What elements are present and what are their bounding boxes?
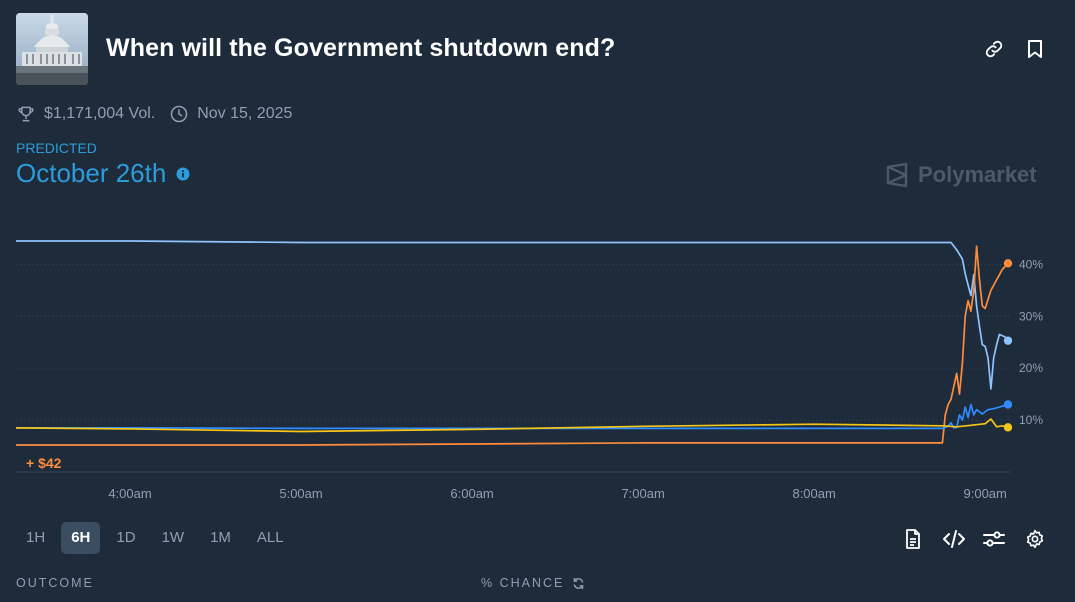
- timeframe-tabs: 1H 6H 1D 1W 1M ALL: [16, 522, 294, 554]
- outcome-header-label: OUTCOME: [16, 576, 94, 590]
- profit-annotation: + $42: [26, 455, 62, 471]
- series-end-dot-2: [1003, 400, 1013, 409]
- x-tick-label: 7:00am: [621, 486, 664, 501]
- x-tick-label: 9:00am: [964, 486, 1007, 501]
- polymarket-logo-icon: [884, 162, 910, 188]
- info-icon[interactable]: [176, 167, 190, 181]
- chart-series: [15, 240, 1013, 446]
- predicted-outcome: October 26th: [16, 158, 167, 188]
- embed-code-icon[interactable]: [942, 527, 966, 551]
- market-meta: $1,171,004 Vol. Nov 15, 2025: [16, 103, 292, 125]
- link-icon[interactable]: [982, 37, 1006, 61]
- chart-ticks: 10% 20% 30% 40% 4:00am 5:00am 6:00am 7:00am 8:00…: [108, 257, 1043, 501]
- series-line-3: [15, 418, 1009, 433]
- x-tick-label: 5:00am: [279, 486, 322, 501]
- settings-gear-icon[interactable]: [1023, 527, 1047, 551]
- y-tick-label: 40%: [1019, 257, 1043, 271]
- chance-column-header[interactable]: % CHANCE: [481, 576, 585, 590]
- y-tick-label: 30%: [1019, 309, 1043, 323]
- volume-text: $1,171,004 Vol.: [44, 105, 156, 122]
- series-end-dot-0: [1003, 336, 1013, 345]
- end-date-text: Nov 15, 2025: [197, 105, 293, 122]
- predicted-label: PREDICTED: [16, 140, 97, 156]
- x-tick-label: 6:00am: [450, 486, 493, 501]
- brand-name: Polymarket: [918, 162, 1037, 187]
- refresh-icon[interactable]: [572, 577, 585, 590]
- market-thumbnail: [16, 13, 88, 85]
- y-tick-label: 10%: [1019, 413, 1043, 427]
- timeframe-tab-all[interactable]: ALL: [256, 529, 284, 546]
- chart-grid: [16, 263, 1010, 473]
- timeframe-tab-1d[interactable]: 1D: [116, 529, 136, 546]
- timeframe-tab-1m[interactable]: 1M: [210, 529, 231, 546]
- timeframe-tab-1w[interactable]: 1W: [161, 529, 185, 546]
- timeframe-tab-1h[interactable]: 1H: [26, 529, 46, 546]
- series-line-2: [16, 403, 1009, 430]
- timeframe-tab-6h[interactable]: 6H: [61, 522, 101, 554]
- market-title: When will the Government shutdown end?: [106, 34, 616, 62]
- predicted-value: October 26th: [16, 158, 190, 189]
- series-line-1: [16, 245, 1009, 446]
- series-end-dot-3: [1003, 423, 1013, 432]
- y-tick-label: 20%: [1019, 361, 1043, 375]
- chance-header-label: % CHANCE: [481, 576, 565, 590]
- x-tick-label: 4:00am: [108, 486, 151, 501]
- series-line-0: [16, 240, 1009, 390]
- bookmark-icon[interactable]: [1023, 37, 1047, 61]
- sliders-icon[interactable]: [982, 527, 1006, 551]
- chart-annotations: + $42: [26, 455, 62, 471]
- document-icon[interactable]: [901, 527, 925, 551]
- trophy-icon: [16, 104, 36, 124]
- series-end-dot-1: [1003, 259, 1013, 268]
- polymarket-watermark: Polymarket: [884, 160, 1037, 190]
- outcome-column-header: OUTCOME: [16, 576, 94, 590]
- clock-icon: [169, 104, 189, 124]
- x-tick-label: 8:00am: [792, 486, 835, 501]
- price-chart[interactable]: 10% 20% 30% 40% 4:00am 5:00am 6:00am 7:00am 8:00…: [0, 210, 1075, 510]
